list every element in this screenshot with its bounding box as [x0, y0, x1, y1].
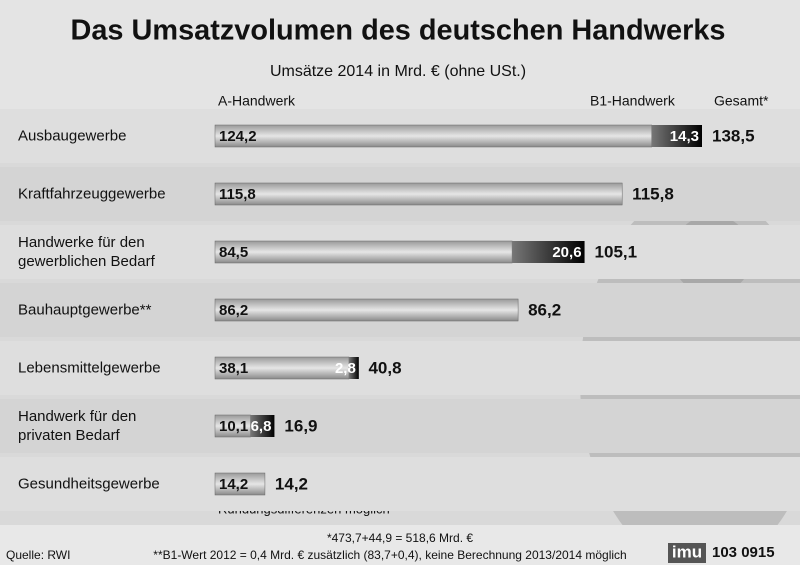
category-label: Kraftfahrzeuggewerbe	[18, 185, 166, 203]
value-label: 10,1	[219, 418, 248, 435]
bar-a	[214, 182, 623, 206]
row-band	[0, 399, 800, 453]
row-band	[0, 457, 800, 511]
total-label: 138,5	[712, 126, 755, 145]
value-label: 14,3	[670, 128, 699, 145]
value-label: 115,8	[219, 186, 256, 203]
row-band	[0, 341, 800, 395]
value-label: 20,6	[552, 244, 581, 261]
bar-a	[214, 298, 519, 322]
total-label: 40,8	[368, 358, 401, 377]
category-label: Bauhauptgewerbe**	[18, 301, 152, 319]
total-label: 86,2	[528, 300, 561, 319]
subtitle: Umsätze 2014 in Mrd. € (ohne USt.)	[270, 63, 526, 80]
total-label: 14,2	[275, 474, 308, 493]
value-label: 124,2	[219, 128, 257, 145]
logo-box	[668, 543, 706, 563]
value-label: 84,5	[219, 244, 248, 261]
bar-b1	[250, 415, 275, 437]
bar-a	[214, 240, 513, 264]
footnote: **B1-Wert 2012 = 0,4 Mrd. € zusätzlich (…	[153, 548, 626, 562]
category-label: Handwerk für den privaten Bedarf	[18, 408, 137, 444]
chart-title: Das Umsatzvolumen des deutschen Handwerk…	[71, 15, 726, 47]
value-label: 2,8	[335, 360, 356, 377]
legend-label: B1-Handwerk	[590, 93, 676, 109]
category-label: Handwerke für den gewerblichen Bedarf	[18, 234, 155, 270]
value-label: 14,2	[219, 476, 248, 493]
header-bg	[0, 0, 800, 118]
total-label: 16,9	[284, 416, 317, 435]
bar-a	[214, 472, 266, 496]
total-label: 105,1	[595, 242, 638, 261]
bar-b1	[651, 125, 702, 147]
bar-b1	[348, 357, 359, 379]
bar-a	[214, 124, 652, 148]
total-label: 115,8	[632, 184, 674, 203]
source: Quelle: RWI	[6, 548, 70, 562]
category-label: Ausbaugewerbe	[18, 127, 127, 145]
category-label: Gesundheitsgewerbe	[18, 475, 160, 493]
value-label: 6,8	[251, 418, 272, 435]
bar-b1	[512, 241, 585, 263]
bar-a	[214, 356, 350, 380]
category-label: Lebensmittelgewerbe	[18, 359, 161, 377]
logo: imu	[672, 542, 702, 561]
footer-bg	[0, 525, 800, 565]
value-label: 86,2	[219, 302, 248, 319]
value-label: 38,1	[219, 360, 248, 377]
footnote: *473,7+44,9 = 518,6 Mrd. €	[327, 531, 473, 545]
legend-label: A-Handwerk	[218, 93, 296, 109]
legend-label: Gesamt*	[714, 93, 769, 109]
code: 103 0915	[712, 544, 775, 561]
